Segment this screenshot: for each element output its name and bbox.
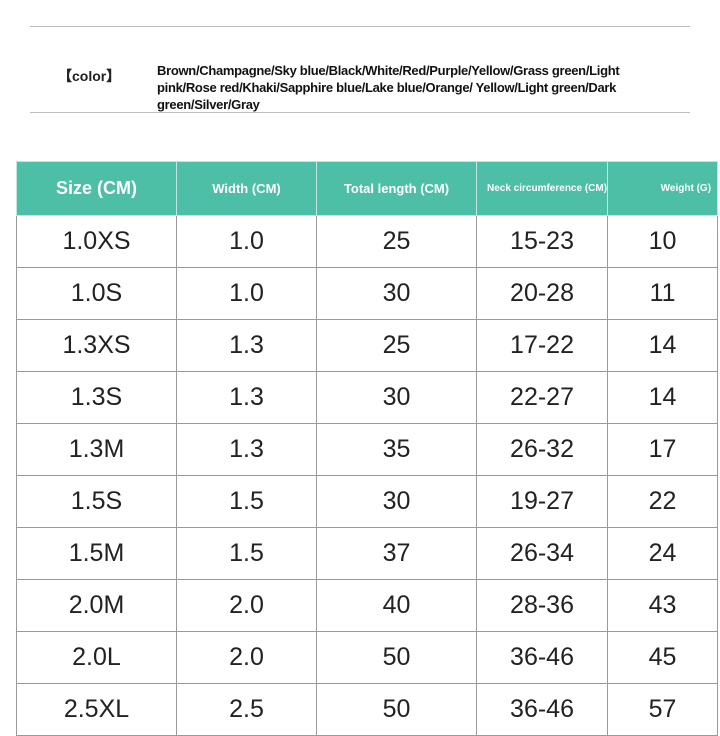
cell-width: 1.3 [176,423,317,476]
cell-neck: 26-34 [475,527,609,580]
cell-neck: 19-27 [475,475,609,528]
cell-length: 25 [316,319,477,372]
cell-width: 2.5 [176,683,317,736]
cell-size: 1.0S [16,267,177,320]
table-row: 2.0M 2.0 40 28-36 43 [16,579,719,632]
cell-weight: 45 [607,631,719,684]
table-row: 2.0L 2.0 50 36-46 45 [16,631,719,684]
cell-size: 2.0L [16,631,177,684]
table-row: 2.5XL 2.5 50 36-46 57 [16,683,719,736]
cell-size: 1.3M [16,423,177,476]
cell-size: 1.0XS [16,215,177,268]
color-list: Brown/Champagne/Sky blue/Black/White/Red… [157,63,620,112]
cell-weight: 24 [607,527,719,580]
cell-width: 2.0 [176,631,317,684]
cell-weight: 14 [607,371,719,424]
cell-size: 1.3XS [16,319,177,372]
header-weight: Weight (G) [607,161,719,216]
cell-width: 1.3 [176,319,317,372]
cell-weight: 10 [607,215,719,268]
cell-width: 1.0 [176,215,317,268]
table-row: 1.5S 1.5 30 19-27 22 [16,475,719,528]
cell-length: 30 [316,475,477,528]
cell-size: 2.5XL [16,683,177,736]
cell-length: 37 [316,527,477,580]
cell-weight: 43 [607,579,719,632]
table-row: 1.0S 1.0 30 20-28 11 [16,267,719,320]
header-length: Total length (CM) [316,161,477,216]
divider [30,26,690,27]
divider [30,112,690,113]
cell-length: 30 [316,267,477,320]
cell-weight: 22 [607,475,719,528]
cell-width: 1.5 [176,527,317,580]
cell-length: 35 [316,423,477,476]
cell-length: 50 [316,631,477,684]
cell-width: 1.5 [176,475,317,528]
cell-neck: 26-32 [475,423,609,476]
cell-neck: 17-22 [475,319,609,372]
table-row: 1.3XS 1.3 25 17-22 14 [16,319,719,372]
cell-weight: 11 [607,267,719,320]
cell-length: 25 [316,215,477,268]
cell-weight: 17 [607,423,719,476]
header-width: Width (CM) [176,161,317,216]
table-header-row: Size (CM) Width (CM) Total length (CM) N… [16,161,719,216]
header-size: Size (CM) [16,161,177,216]
cell-neck: 15-23 [475,215,609,268]
cell-size: 1.5S [16,475,177,528]
header-neck: Neck circumference (CM) [475,161,609,216]
cell-weight: 14 [607,319,719,372]
cell-length: 50 [316,683,477,736]
cell-size: 1.3S [16,371,177,424]
cell-neck: 28-36 [475,579,609,632]
color-label: 【color】 [58,68,121,84]
cell-weight: 57 [607,683,719,736]
table-row: 1.0XS 1.0 25 15-23 10 [16,215,719,268]
cell-width: 1.3 [176,371,317,424]
cell-neck: 36-46 [475,683,609,736]
cell-length: 40 [316,579,477,632]
cell-width: 1.0 [176,267,317,320]
table-row: 1.5M 1.5 37 26-34 24 [16,527,719,580]
cell-width: 2.0 [176,579,317,632]
cell-size: 2.0M [16,579,177,632]
table-row: 1.3M 1.3 35 26-32 17 [16,423,719,476]
cell-neck: 22-27 [475,371,609,424]
cell-length: 30 [316,371,477,424]
cell-size: 1.5M [16,527,177,580]
header-neck-text: Neck circumference (CM) [487,183,608,194]
table-row: 1.3S 1.3 30 22-27 14 [16,371,719,424]
cell-neck: 36-46 [475,631,609,684]
size-table: Size (CM) Width (CM) Total length (CM) N… [16,161,719,736]
cell-neck: 20-28 [475,267,609,320]
